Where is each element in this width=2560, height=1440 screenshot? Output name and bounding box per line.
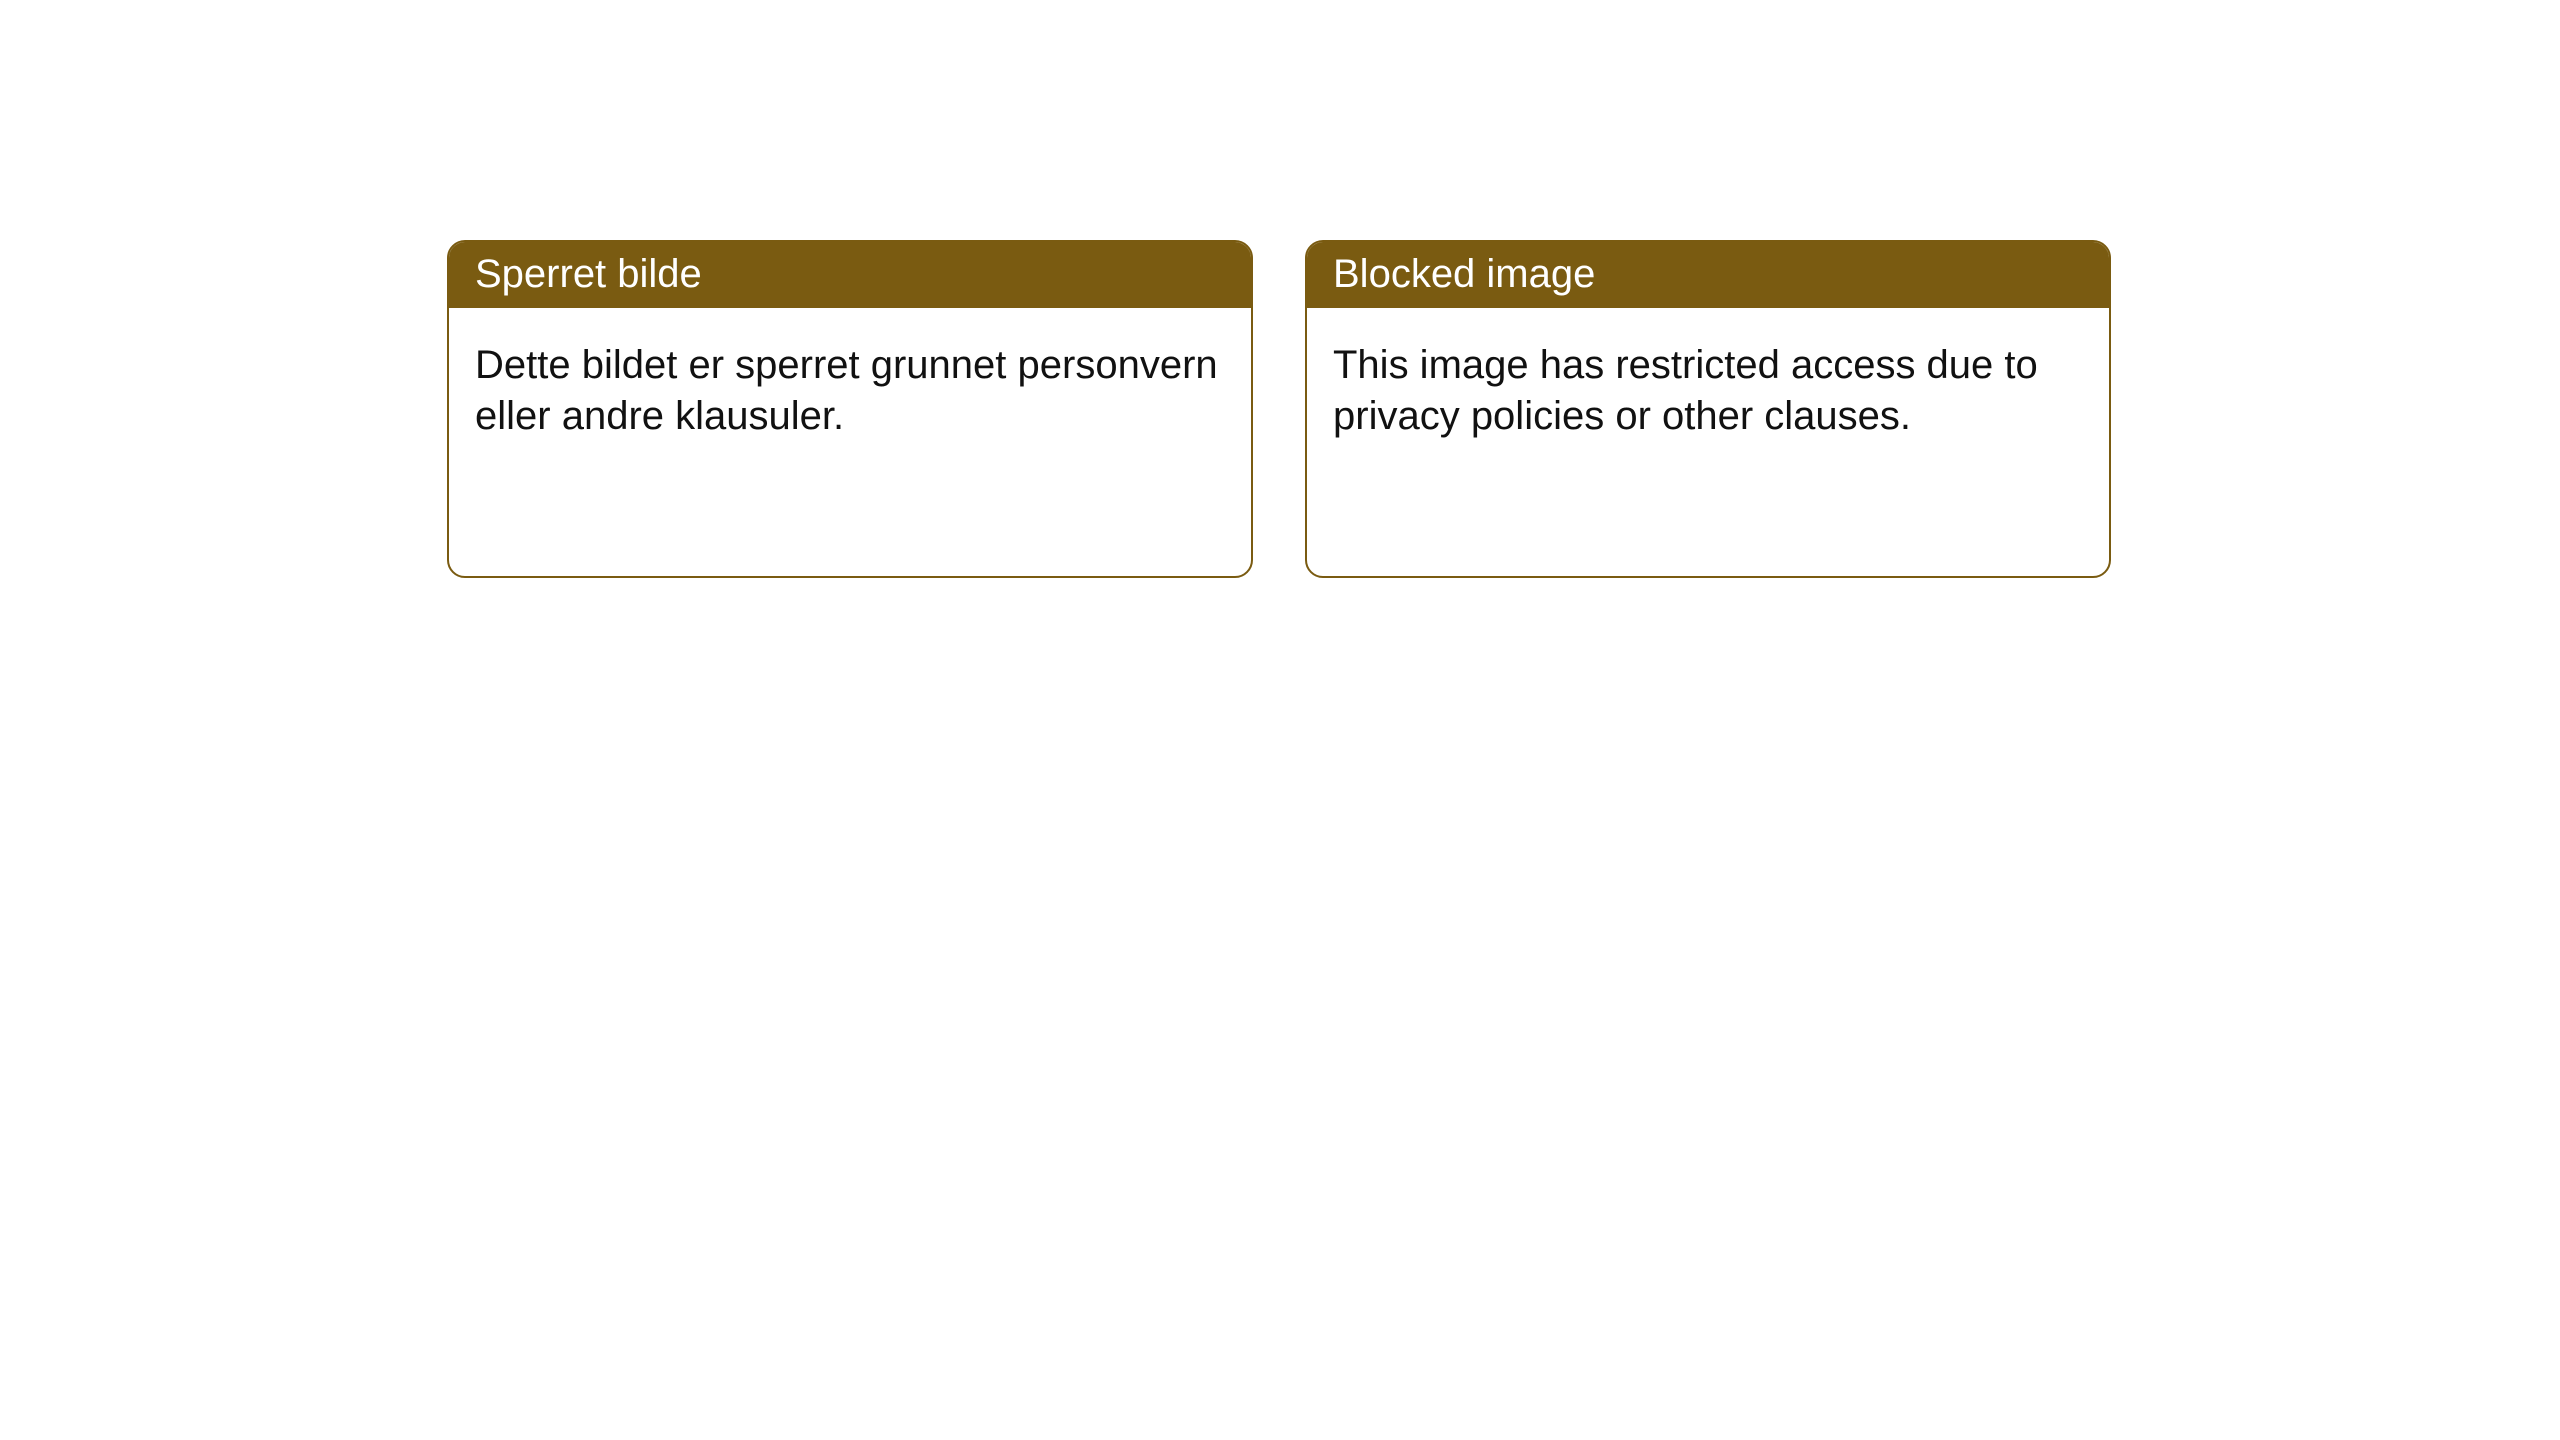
notice-message-en: This image has restricted access due to … xyxy=(1307,308,2109,462)
notice-card-en: Blocked image This image has restricted … xyxy=(1305,240,2111,578)
notice-container: Sperret bilde Dette bildet er sperret gr… xyxy=(0,0,2560,578)
notice-card-no: Sperret bilde Dette bildet er sperret gr… xyxy=(447,240,1253,578)
notice-title-no: Sperret bilde xyxy=(449,242,1251,308)
notice-title-en: Blocked image xyxy=(1307,242,2109,308)
notice-message-no: Dette bildet er sperret grunnet personve… xyxy=(449,308,1251,462)
